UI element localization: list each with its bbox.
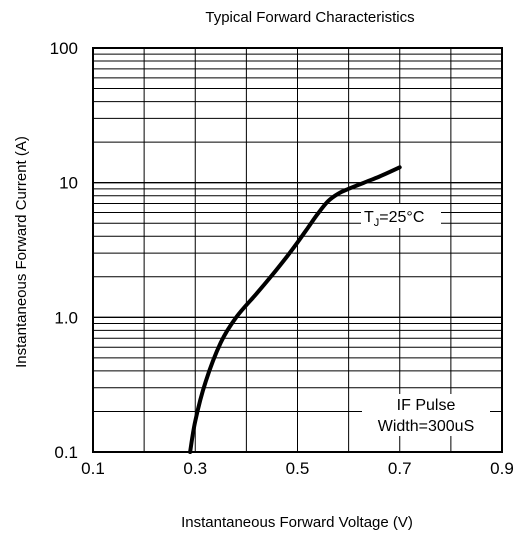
- gridlines: [93, 48, 502, 452]
- tick-labels: 0.1 0.3 0.5 0.7 0.9 100 10 1.0 0.1: [50, 39, 514, 478]
- x-tick-label: 0.5: [286, 459, 310, 478]
- y-axis-label: Instantaneous Forward Current (A): [13, 136, 30, 368]
- chart-title: Typical Forward Characteristics: [205, 9, 414, 26]
- forward-current-curve: [188, 165, 402, 454]
- pulse-annotation-line1: IF Pulse: [397, 397, 456, 414]
- x-tick-label: 0.1: [81, 459, 105, 478]
- x-tick-label: 0.3: [183, 459, 207, 478]
- plot-frame: [92, 47, 503, 453]
- y-tick-label: 1.0: [54, 308, 78, 327]
- x-axis-label: Instantaneous Forward Voltage (V): [181, 514, 413, 531]
- pulse-annotation-bg: [362, 394, 490, 436]
- pulse-annotation-line2: Width=300uS: [378, 418, 475, 435]
- curve-layer: [188, 165, 402, 454]
- x-tick-label: 0.9: [490, 459, 514, 478]
- x-tick-label: 0.7: [388, 459, 412, 478]
- tj-annotation: TJ=25°C: [364, 209, 424, 229]
- y-tick-label: 10: [59, 174, 78, 193]
- tj-annotation-bg: [361, 204, 441, 228]
- y-tick-label: 0.1: [54, 443, 78, 462]
- y-tick-label: 100: [50, 39, 78, 58]
